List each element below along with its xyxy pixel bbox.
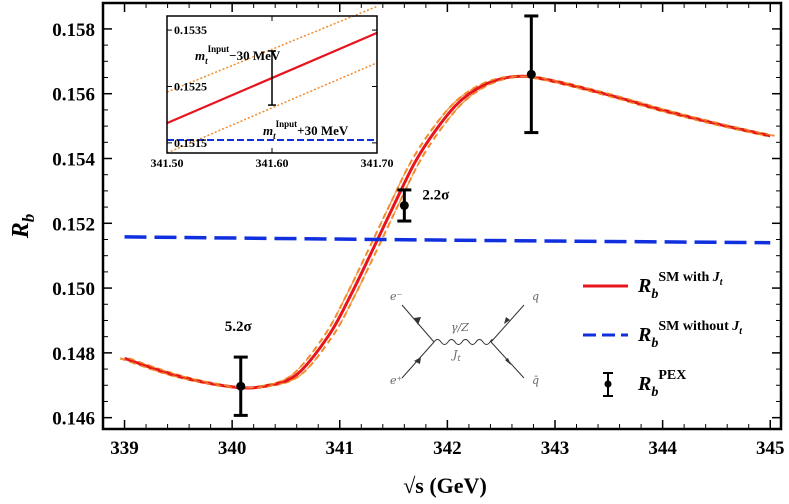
data-point [236,381,246,391]
feynman-boson: γ/Z [451,321,469,334]
y-tick-label: 0.146 [52,409,95,430]
data-point [526,69,536,79]
svg-text:Rb: Rb [8,214,38,240]
y-tick-label: 0.156 [52,85,95,106]
legend-label-pex: RbPEX [637,368,686,400]
inset-x-tick-label: 341.70 [361,156,394,170]
series-sm-with-jt [124,74,771,390]
y-axis-label: Rb [8,214,38,240]
inset-lines [166,5,378,154]
inset-y-tick-label: 0.1535 [174,23,207,37]
data-point [399,200,409,210]
feynman-current: Jt [451,348,461,363]
plot-frame [101,1,783,431]
x-tick-label: 340 [218,438,247,459]
x-tick-label: 339 [110,438,139,459]
main-lines [119,74,775,390]
x-axis-label: √s (GeV) [403,473,487,498]
significance-label: 2.2σ [422,187,450,203]
inset-x-tick-label: 341.60 [256,156,289,170]
legend-swatch-pex [603,372,613,397]
feynman-diagram: e⁻ e⁺ q q̄ γ/Z Jt [390,290,539,387]
data-points: 5.2σ2.2σ2.8σ [225,14,539,417]
feynman-qbar: q̄ [532,374,539,387]
x-tick-label: 345 [756,438,785,459]
inset-plot: 341.50 341.60 341.70 0.1515 0.1525 0.1535 mtI… [151,5,394,170]
inset-y-tick-label: 0.1525 [174,79,207,93]
inset-x-tick-label: 341.50 [151,156,184,170]
x-ticks: 339 340 341 342 343 344 345 [110,3,784,459]
boson-wavy-line [433,339,493,345]
feynman-e-minus: e⁻ [390,290,403,303]
series-sm-without-jt [124,235,771,245]
x-tick-label: 341 [326,438,355,459]
band-overlay-0 [120,75,767,389]
feynman-e-plus: e⁺ [390,374,403,387]
y-ticks: 0.146 0.148 0.150 0.152 0.154 0.156 0.158 [52,20,781,430]
band-overlay-1 [128,75,775,389]
x-tick-label: 343 [541,438,570,459]
y-tick-label: 0.150 [52,279,95,300]
x-tick-label: 344 [648,438,677,459]
x-tick-label: 342 [433,438,462,459]
legend-label-sm-without: RbSM without Jt [637,319,743,351]
legend: RbSM with Jt RbSM without Jt RbPEX [583,270,743,400]
inset-frame [166,15,378,154]
inset-label-minus: mtInput−30 MeV [195,44,281,66]
inset-label-plus: mtInput+30 MeV [263,119,349,141]
y-tick-label: 0.152 [52,214,95,235]
inset-y-tick-label: 0.1515 [174,136,207,150]
inset-upper-line [166,5,378,93]
feynman-q: q [532,290,539,303]
y-tick-label: 0.154 [52,149,95,170]
y-tick-label: 0.148 [52,344,95,365]
significance-label: 5.2σ [225,319,253,335]
legend-label-sm-with: RbSM with Jt [637,270,724,302]
y-tick-label: 0.158 [52,20,95,41]
